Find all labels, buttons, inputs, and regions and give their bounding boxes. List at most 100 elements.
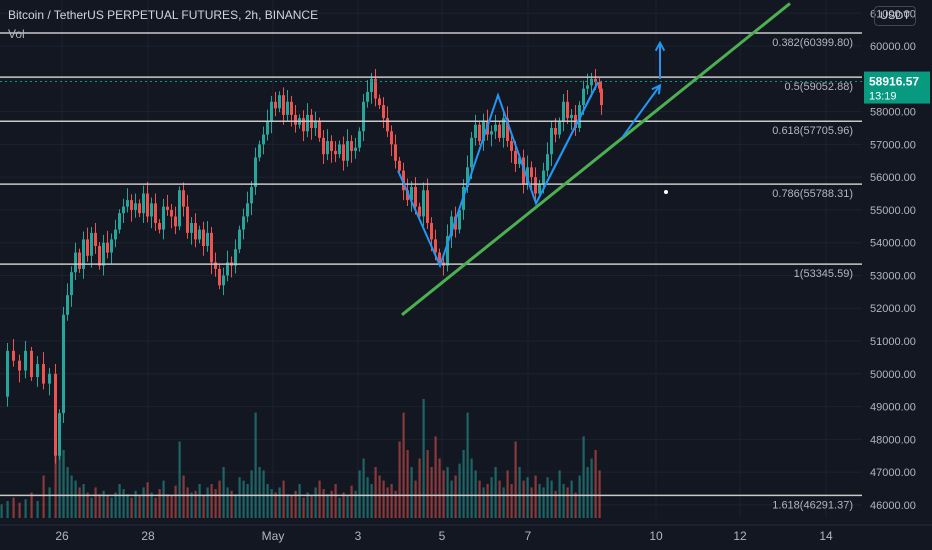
candle-body: [510, 141, 513, 151]
candle-body: [366, 91, 369, 102]
volume-bar: [314, 487, 317, 518]
time-tick-label: 7: [525, 529, 532, 543]
candle-body: [498, 124, 501, 138]
volume-bar: [142, 487, 145, 518]
volume-bar: [554, 490, 557, 518]
candle-body: [66, 295, 69, 315]
volume-bar: [582, 436, 585, 518]
volume-bar: [242, 480, 245, 518]
price-tick-label: 49000.00: [870, 402, 916, 414]
candle-body: [54, 373, 57, 456]
candle-body: [354, 147, 357, 151]
candle-body: [422, 190, 425, 217]
candle-body: [210, 232, 213, 263]
candle-body: [430, 223, 433, 240]
currency-button[interactable]: USDT: [874, 6, 916, 26]
volume-bar: [350, 485, 353, 518]
volume-bar: [94, 487, 97, 518]
candle-body: [58, 413, 61, 456]
candle-body: [222, 275, 225, 286]
volume-bar: [24, 499, 27, 518]
volume-bar: [102, 490, 105, 518]
volume-bar: [322, 489, 325, 518]
candle-body: [246, 203, 249, 217]
volume-bar: [378, 475, 381, 518]
candle-body: [514, 150, 517, 165]
volume-bar: [202, 495, 205, 518]
volume-bar: [290, 495, 293, 518]
volume-bar: [58, 441, 61, 518]
volume-bar: [158, 489, 161, 518]
volume-bar: [502, 487, 505, 518]
candle-body: [262, 134, 265, 145]
volume-bar: [338, 497, 341, 518]
volume-bar: [430, 467, 433, 518]
candle-body: [206, 232, 209, 246]
volume-bar: [526, 477, 529, 518]
volume-bar: [78, 487, 81, 518]
price-tick-label: 60000.00: [870, 41, 916, 53]
candle-body: [386, 118, 389, 132]
volume-bar: [326, 494, 329, 518]
candle-body: [114, 229, 117, 240]
candle-body: [550, 127, 553, 155]
volume-indicator-label[interactable]: Vol: [8, 27, 25, 41]
volume-bar: [170, 495, 173, 518]
candle-body: [202, 229, 205, 246]
candle-body: [378, 98, 381, 106]
candle-body: [154, 203, 157, 224]
volume-bar: [506, 470, 509, 518]
price-tick-label: 46000.00: [870, 500, 916, 512]
time-axis: 26 28 May 3 5 7 10 12 14: [0, 524, 932, 543]
candle-body: [330, 141, 333, 151]
candle-body: [70, 272, 73, 296]
volume-bar: [18, 502, 21, 518]
candle-body: [238, 229, 241, 250]
candle-body: [174, 216, 177, 227]
candle-body: [458, 209, 461, 230]
volume-bar: [206, 487, 209, 518]
volume-bar: [598, 470, 601, 518]
volume-bar: [262, 470, 265, 518]
candle-body: [506, 118, 509, 142]
candle-body: [274, 101, 277, 109]
candle-body: [98, 245, 101, 266]
volume-bar: [482, 487, 485, 518]
price-tick-label: 52000.00: [870, 303, 916, 315]
candle-body: [214, 262, 217, 269]
volume-bar: [514, 441, 517, 518]
candle-body: [146, 193, 149, 217]
candle-body: [586, 85, 589, 89]
volume-bar: [530, 487, 533, 518]
candle-body: [182, 190, 185, 207]
candle-body: [406, 190, 409, 201]
candle-body: [370, 78, 373, 92]
candle-body: [258, 144, 261, 158]
candle-body: [282, 95, 285, 115]
candle-body: [12, 350, 15, 361]
price-tick-label: 51000.00: [870, 336, 916, 348]
candle-body: [558, 121, 561, 135]
candle-body: [198, 229, 201, 240]
fib-level-label: 0.618(57705.96): [772, 125, 853, 137]
volume-bar: [294, 490, 297, 518]
candle-body: [118, 213, 121, 230]
candle-body: [190, 223, 193, 233]
pattern-line: [535, 81, 599, 204]
volume-bar: [566, 487, 569, 518]
candle-body: [582, 88, 585, 106]
candle-body: [254, 157, 257, 187]
candle-body: [106, 242, 109, 253]
volume-bar: [98, 494, 101, 518]
price-tick-label: 58000.00: [870, 107, 916, 119]
time-tick-label: 12: [733, 529, 747, 543]
volume-bar: [382, 480, 385, 518]
volume-bar: [82, 484, 85, 518]
volume-bar: [306, 492, 309, 518]
volume-bar: [558, 470, 561, 518]
candle-body: [482, 121, 485, 142]
arrow-head: [651, 83, 662, 95]
volume-bar: [138, 495, 141, 518]
volume-bar: [578, 475, 581, 518]
